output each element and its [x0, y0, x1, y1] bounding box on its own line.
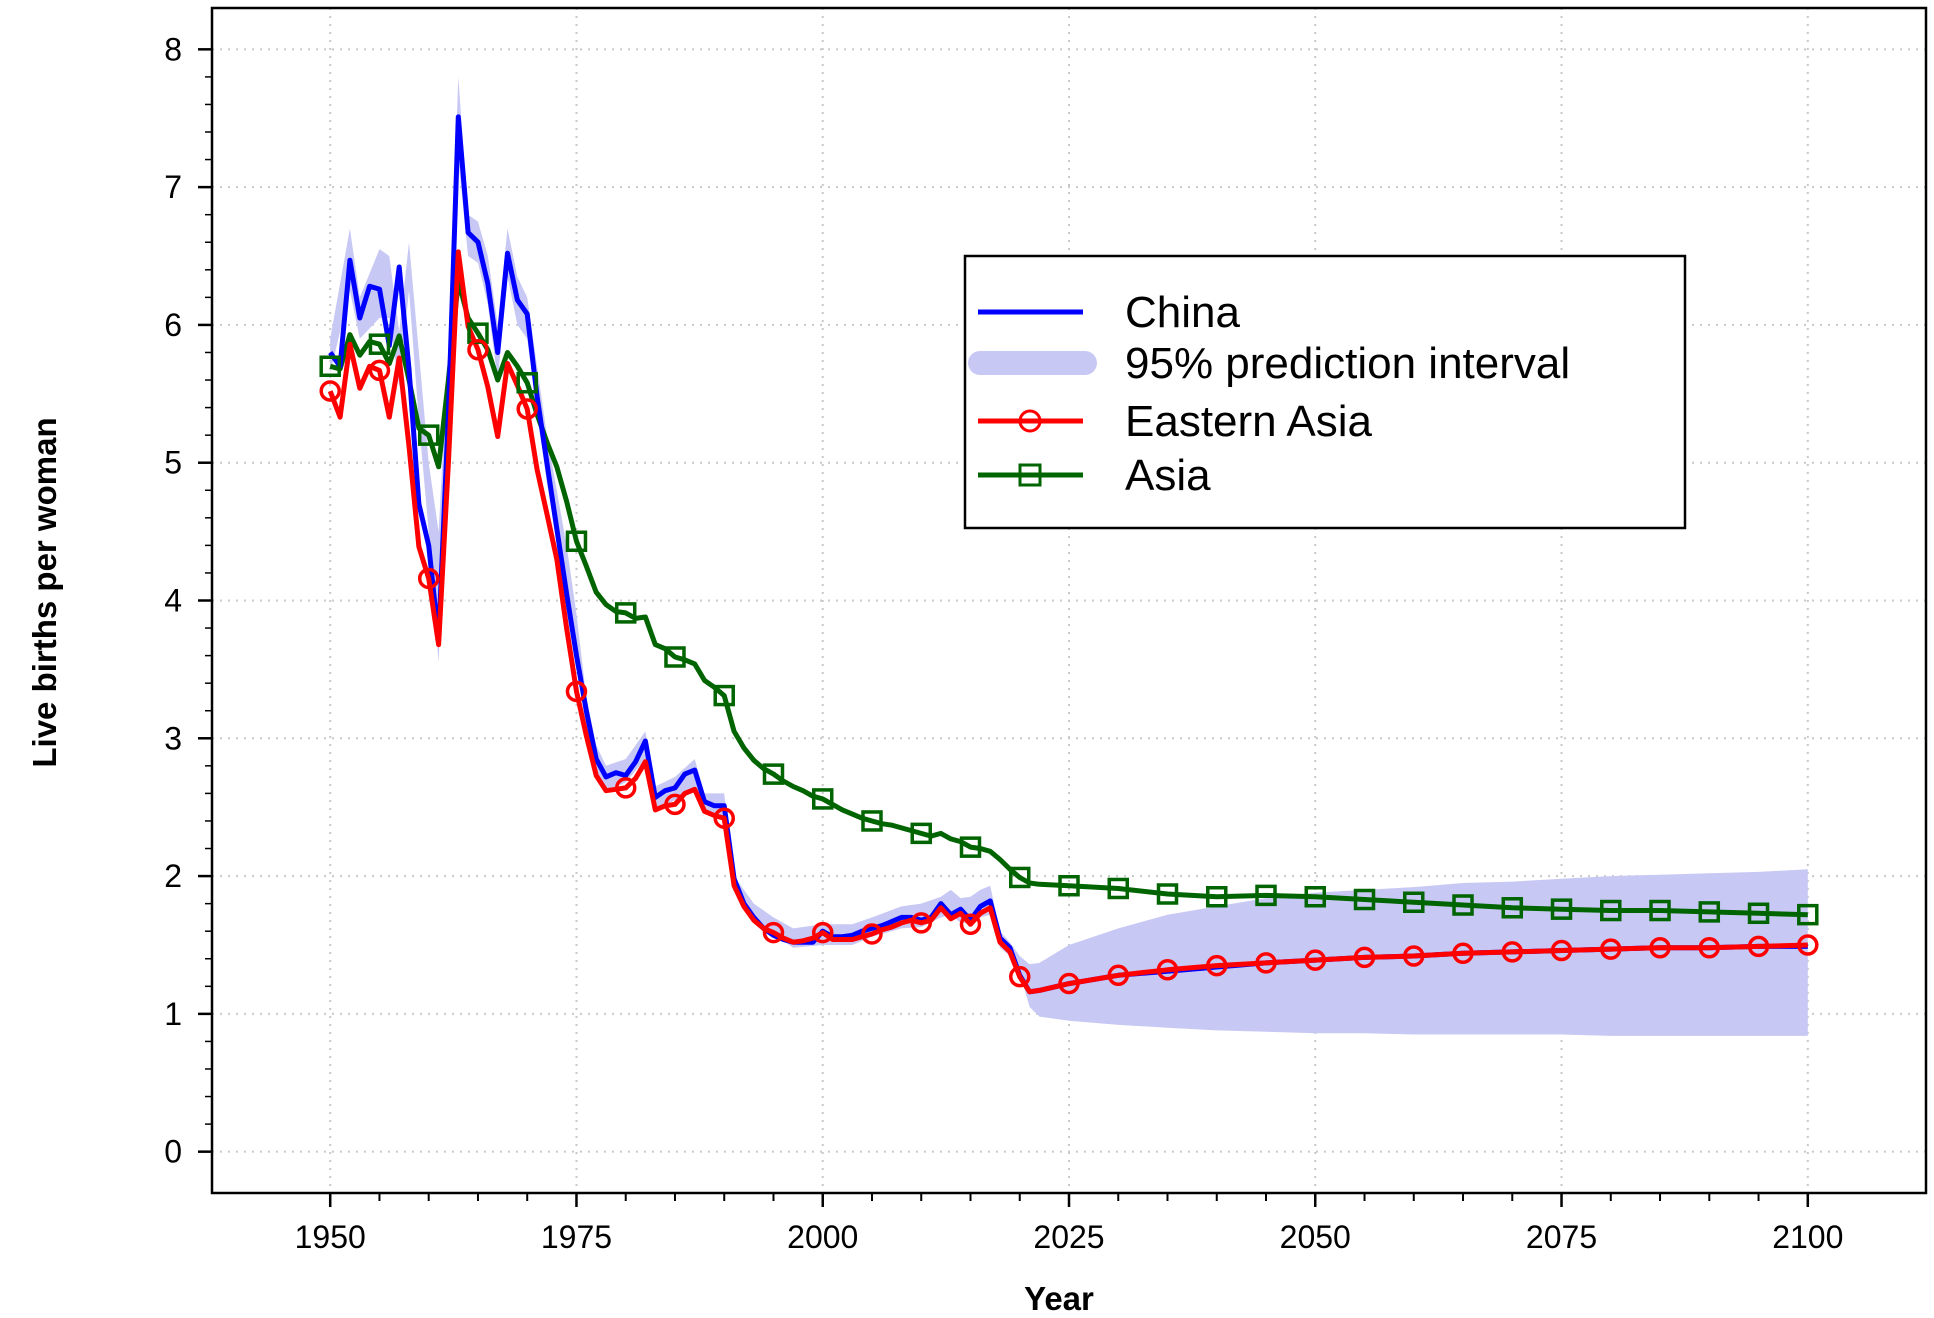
eastern-asia-marker [910, 912, 932, 934]
asia-marker [910, 822, 932, 845]
y-tick-label: 7 [164, 169, 182, 205]
asia-marker [1058, 874, 1080, 897]
axes: 1950 1975 2000 2025 2050 2075 2100 0 1 2 3 4 5 6 7 8 [164, 31, 1843, 1255]
x-tick-label: 2100 [1772, 1219, 1843, 1255]
eastern-asia-marker [762, 921, 785, 944]
eastern-asia-marker [1107, 964, 1130, 987]
legend-marker-eastern-asia [1018, 409, 1042, 433]
legend-label-china: China [1125, 288, 1240, 337]
asia-marker [1600, 899, 1622, 922]
eastern-asia-marker [368, 359, 391, 382]
asia-marker [1698, 901, 1721, 923]
asia-marker [1304, 886, 1327, 908]
y-tick-label: 4 [164, 583, 182, 619]
eastern-asia-marker [1550, 939, 1573, 962]
eastern-asia-marker [467, 338, 489, 361]
asia-marker [1156, 883, 1179, 905]
legend-box [963, 254, 1687, 530]
legend-label-eastern-asia: Eastern Asia [1125, 397, 1373, 446]
asia-marker [762, 763, 785, 785]
eastern-asia-marker [1255, 952, 1277, 974]
legend-marker-asia [1018, 463, 1042, 487]
asia-marker [1797, 903, 1819, 926]
x-tick-label: 1975 [541, 1219, 612, 1255]
asia-marker [1550, 898, 1573, 920]
asia-marker [565, 530, 588, 552]
x-tick-label: 2025 [1033, 1219, 1104, 1255]
asia-marker [1501, 897, 1524, 919]
eastern-asia-marker [614, 777, 637, 799]
y-tick-label: 8 [164, 31, 182, 67]
eastern-asia-marker [861, 923, 883, 945]
eastern-asia-marker [664, 793, 686, 816]
eastern-asia-marker [417, 567, 440, 590]
asia-marker [713, 684, 735, 707]
asia-marker [1353, 888, 1376, 911]
eastern-asia-marker [319, 380, 341, 402]
x-tick-label: 1950 [295, 1219, 366, 1255]
asia-marker [368, 333, 391, 355]
y-axis-title: Live births per woman [26, 417, 63, 767]
asia-marker [614, 602, 637, 624]
asia-marker [861, 810, 883, 832]
asia-marker [1206, 886, 1228, 908]
eastern-asia-marker [713, 807, 735, 829]
eastern-asia-marker [1403, 945, 1425, 967]
y-tick-label: 1 [164, 996, 182, 1032]
y-tick-label: 5 [164, 445, 182, 481]
eastern-asia-marker [1501, 941, 1524, 963]
asia-marker [1649, 899, 1671, 922]
asia-marker [1452, 894, 1474, 916]
eastern-asia-marker [1747, 935, 1770, 958]
eastern-asia-marker [516, 398, 538, 420]
eastern-asia-marker [1600, 938, 1622, 960]
asia-marker [1403, 891, 1425, 914]
y-tick-label: 0 [164, 1134, 182, 1170]
asia-marker [1107, 877, 1130, 900]
legend-label-95-prediction-interval: 95% prediction interval [1125, 339, 1570, 388]
asia-marker [417, 424, 440, 446]
asia-marker [1255, 884, 1277, 907]
eastern-asia-marker [1156, 959, 1179, 981]
eastern-asia-marker [1304, 949, 1327, 971]
legend-label-asia: Asia [1125, 451, 1211, 500]
eastern-asia-marker [1206, 954, 1228, 977]
eastern-asia-marker [1008, 965, 1031, 988]
eastern-asia-marker [565, 680, 588, 703]
asia-marker [664, 646, 686, 668]
eastern-asia-marker [1452, 942, 1474, 964]
asia-marker [811, 788, 834, 810]
x-axis-title: Year [1024, 1280, 1094, 1313]
asia-marker [959, 836, 982, 858]
asia-marker [516, 372, 538, 394]
asia-marker [1747, 902, 1770, 925]
eastern-asia-marker [1649, 936, 1671, 959]
x-tick-label: 2000 [787, 1219, 858, 1255]
x-tick-label: 2075 [1526, 1219, 1597, 1255]
eastern-asia-marker [1353, 946, 1376, 969]
eastern-asia-marker [1698, 936, 1721, 959]
y-tick-label: 6 [164, 307, 182, 343]
x-tick-label: 2050 [1280, 1219, 1351, 1255]
marker-layer [319, 322, 1819, 995]
y-tick-label: 2 [164, 858, 182, 894]
y-tick-label: 3 [164, 720, 182, 756]
asia-marker [1008, 866, 1031, 889]
eastern-asia-marker [811, 921, 834, 944]
eastern-asia-marker [959, 913, 982, 936]
asia-marker [319, 355, 341, 378]
eastern-asia-marker [1058, 972, 1080, 995]
eastern-asia-marker [1797, 934, 1819, 956]
